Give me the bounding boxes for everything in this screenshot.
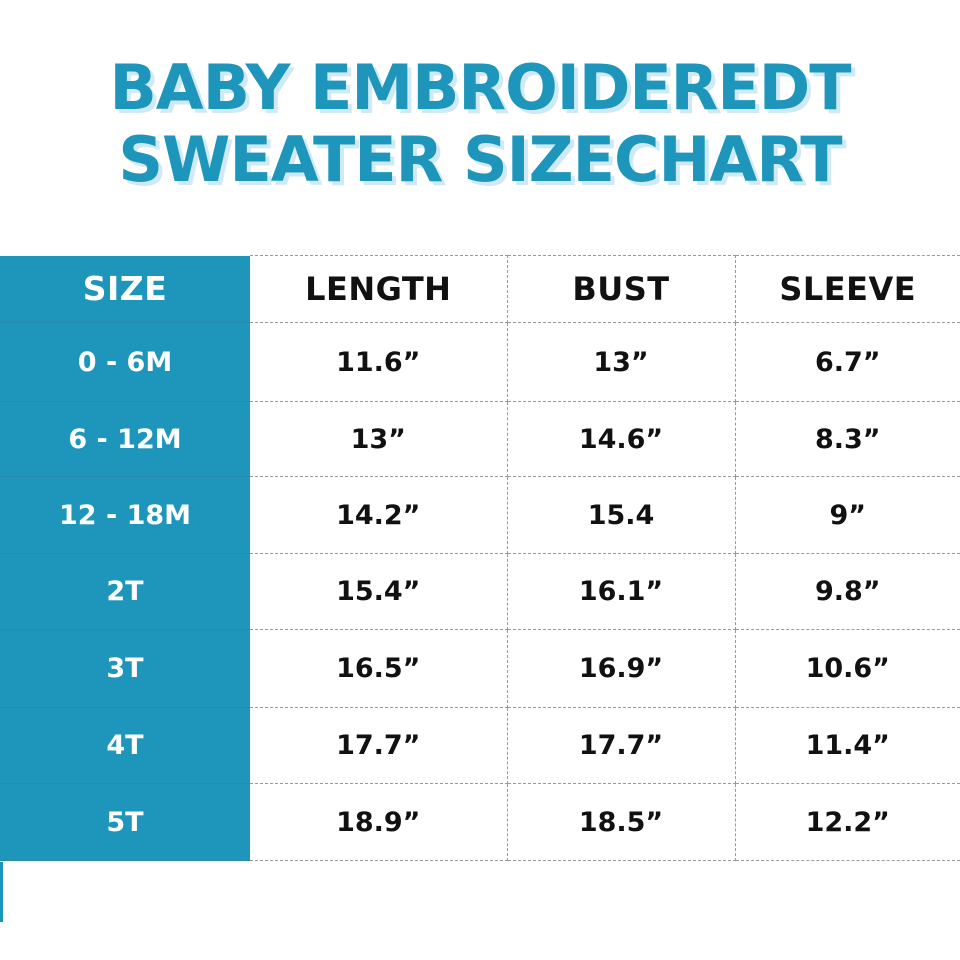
cell-size: 0 - 6M [0,322,250,402]
cell-length: 15.4” [250,553,508,630]
cell-sleeve: 10.6” [735,629,960,708]
cell-size: 4T [0,707,250,784]
table-row: 0 - 6M 11.6” 13” 6.7” [0,322,960,402]
table-row: 2T 15.4” 16.1” 9.8” [0,553,960,630]
cell-sleeve: 6.7” [735,322,960,402]
cell-bust: 18.5” [507,783,736,861]
cell-size: 3T [0,629,250,708]
table-row: 3T 16.5” 16.9” 10.6” [0,629,960,708]
header-bust: BUST [507,255,736,323]
table-row: 4T 17.7” 17.7” 11.4” [0,707,960,784]
size-chart-table: SIZE LENGTH BUST SLEEVE 0 - 6M 11.6” 13” 6.… [0,255,960,861]
chart-title: BABY EMBROIDEREDT SWEATER SIZECHART [0,52,960,196]
accent-edge [0,862,3,922]
cell-bust: 17.7” [507,707,736,784]
cell-length: 16.5” [250,629,508,708]
cell-length: 11.6” [250,322,508,402]
table-row: 5T 18.9” 18.5” 12.2” [0,783,960,861]
cell-bust: 16.9” [507,629,736,708]
cell-bust: 16.1” [507,553,736,630]
cell-length: 13” [250,401,508,477]
table-row: 12 - 18M 14.2” 15.4 9” [0,476,960,554]
title-line-2: SWEATER SIZECHART [118,123,842,196]
cell-size: 12 - 18M [0,476,250,554]
cell-bust: 14.6” [507,401,736,477]
header-size: SIZE [0,255,250,323]
cell-sleeve: 8.3” [735,401,960,477]
title-line-1: BABY EMBROIDEREDT [109,51,851,124]
header-row: SIZE LENGTH BUST SLEEVE [0,255,960,323]
cell-bust: 13” [507,322,736,402]
cell-size: 2T [0,553,250,630]
cell-length: 17.7” [250,707,508,784]
cell-sleeve: 9” [735,476,960,554]
cell-bust: 15.4 [507,476,736,554]
cell-sleeve: 9.8” [735,553,960,630]
cell-size: 6 - 12M [0,401,250,477]
cell-sleeve: 12.2” [735,783,960,861]
cell-length: 14.2” [250,476,508,554]
cell-size: 5T [0,783,250,861]
header-length: LENGTH [250,255,508,323]
cell-length: 18.9” [250,783,508,861]
cell-sleeve: 11.4” [735,707,960,784]
table-row: 6 - 12M 13” 14.6” 8.3” [0,401,960,477]
header-sleeve: SLEEVE [735,255,960,323]
